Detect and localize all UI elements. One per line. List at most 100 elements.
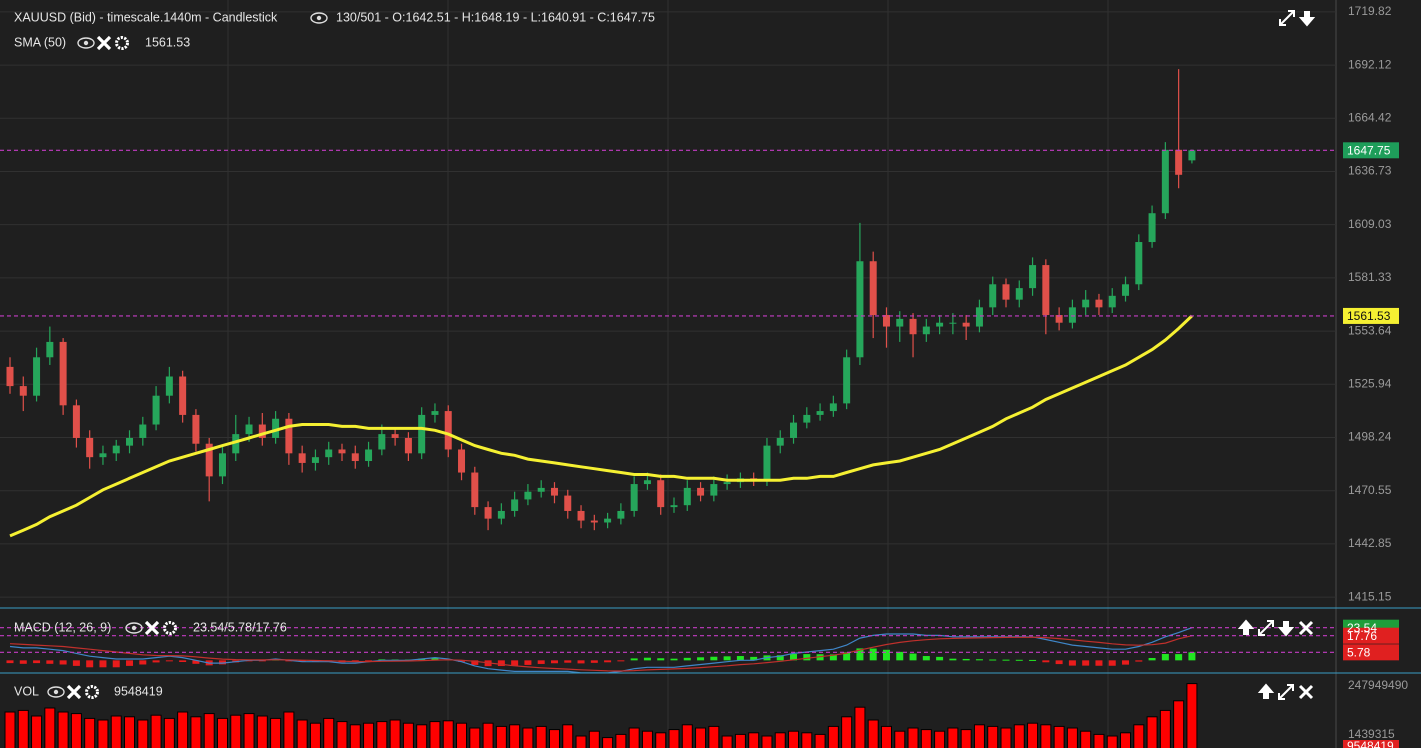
- volume-bar: [761, 735, 773, 748]
- histogram-bar: [564, 660, 572, 663]
- last-price-label-bg: [1343, 142, 1399, 159]
- candle-body: [152, 395, 160, 425]
- histogram-bar: [1015, 659, 1023, 661]
- legend-icon[interactable]: [96, 35, 112, 51]
- toolbar-button[interactable]: [1258, 620, 1274, 636]
- candle-body: [1015, 288, 1023, 300]
- legend-icon[interactable]: [310, 12, 328, 24]
- toolbar-button[interactable]: [1279, 10, 1295, 26]
- histogram-bar: [657, 658, 665, 661]
- candle-body: [378, 434, 386, 450]
- histogram-bar: [1082, 660, 1090, 666]
- candle-body: [816, 411, 824, 415]
- plot-layer: [0, 11, 1399, 748]
- histogram-bar: [750, 656, 758, 661]
- histogram-bar: [126, 660, 134, 666]
- legend-icon[interactable]: [144, 620, 160, 636]
- vertical-grid: [227, 0, 1109, 748]
- candle-body: [285, 418, 293, 454]
- volume-bar: [973, 724, 985, 748]
- volume-bar: [163, 717, 175, 748]
- eye-icon: [47, 686, 65, 698]
- toolbar-icon: [1258, 620, 1274, 636]
- y-tick-label: 1525.94: [1348, 376, 1392, 390]
- overlay-name: SMA (50): [14, 35, 66, 49]
- volume-bar: [283, 711, 295, 748]
- candle-body: [590, 520, 598, 523]
- volume-bar: [655, 732, 667, 748]
- volume-bar: [602, 737, 614, 748]
- volume-bar: [177, 711, 189, 748]
- histogram-bar: [192, 660, 200, 664]
- toolbar-button[interactable]: [1298, 684, 1314, 700]
- toolbar-button[interactable]: [1278, 684, 1294, 700]
- volume-bar: [920, 729, 932, 748]
- histogram-bar: [936, 656, 944, 661]
- candle-body: [723, 482, 731, 485]
- volume-bar: [827, 725, 839, 748]
- candle-body: [922, 326, 930, 335]
- legend-icon[interactable]: [115, 36, 129, 50]
- toolbar-icon: [1277, 621, 1295, 637]
- candle-body: [1175, 149, 1183, 175]
- volume-bar: [575, 735, 587, 748]
- candle-body: [1161, 149, 1169, 214]
- volume-bar: [243, 713, 255, 748]
- legend-icon[interactable]: [77, 37, 95, 49]
- candle-body: [856, 261, 864, 358]
- legend-icon[interactable]: [125, 622, 143, 634]
- toolbar-button[interactable]: [1298, 11, 1316, 27]
- candle-body: [258, 424, 266, 438]
- y-tick-label: 1498.24: [1348, 430, 1392, 444]
- gear-icon: [115, 36, 129, 50]
- candle-body: [1082, 299, 1090, 308]
- candle-body: [1135, 242, 1143, 285]
- legend-icon[interactable]: [85, 685, 99, 699]
- toolbar-button[interactable]: [1277, 621, 1295, 637]
- histogram-bar: [1002, 659, 1010, 661]
- histogram-bar: [1148, 657, 1156, 661]
- legend-icon[interactable]: [163, 621, 177, 635]
- toolbar-button[interactable]: [1237, 619, 1255, 635]
- candle-body: [311, 457, 319, 463]
- histogram-bar: [989, 659, 997, 661]
- histogram-bar: [550, 660, 558, 664]
- candle-body: [524, 491, 532, 500]
- histogram-bar: [1108, 660, 1116, 666]
- volume-bar: [615, 733, 627, 748]
- candle-body: [112, 445, 120, 454]
- candle-body: [962, 322, 970, 327]
- toolbar-button[interactable]: [1257, 683, 1275, 699]
- legend-icon[interactable]: [66, 684, 82, 700]
- histogram-bar: [617, 660, 625, 662]
- toolbar-icon: [1279, 10, 1295, 26]
- toolbar-button[interactable]: [1298, 620, 1314, 636]
- histogram-bar: [1029, 659, 1037, 661]
- candle-body: [418, 414, 426, 454]
- candle-body: [896, 318, 904, 327]
- histogram-bar: [922, 656, 930, 661]
- volume-bar: [628, 727, 640, 748]
- candle-body: [444, 411, 452, 450]
- histogram-bar: [471, 660, 479, 665]
- legend-icon[interactable]: [47, 686, 65, 698]
- candle-body: [1042, 265, 1050, 316]
- histogram-bar: [1122, 660, 1130, 665]
- candle-body: [139, 424, 147, 438]
- candle-body: [949, 322, 957, 324]
- macd-value: 23.54/5.78/17.76: [193, 620, 287, 634]
- volume-bar: [84, 717, 96, 748]
- candle-body: [165, 376, 173, 396]
- volume-bar: [734, 733, 746, 748]
- volume-bar: [1093, 733, 1105, 748]
- candle-body: [245, 424, 253, 435]
- histogram-bar: [577, 660, 585, 664]
- volume-bar: [309, 722, 321, 748]
- histogram-price-label: 5.78: [1347, 645, 1371, 659]
- y-tick-label: 1442.85: [1348, 536, 1392, 550]
- eye-pupil: [83, 40, 89, 46]
- histogram-bar: [99, 660, 107, 668]
- y-tick-label: 1609.03: [1348, 217, 1392, 231]
